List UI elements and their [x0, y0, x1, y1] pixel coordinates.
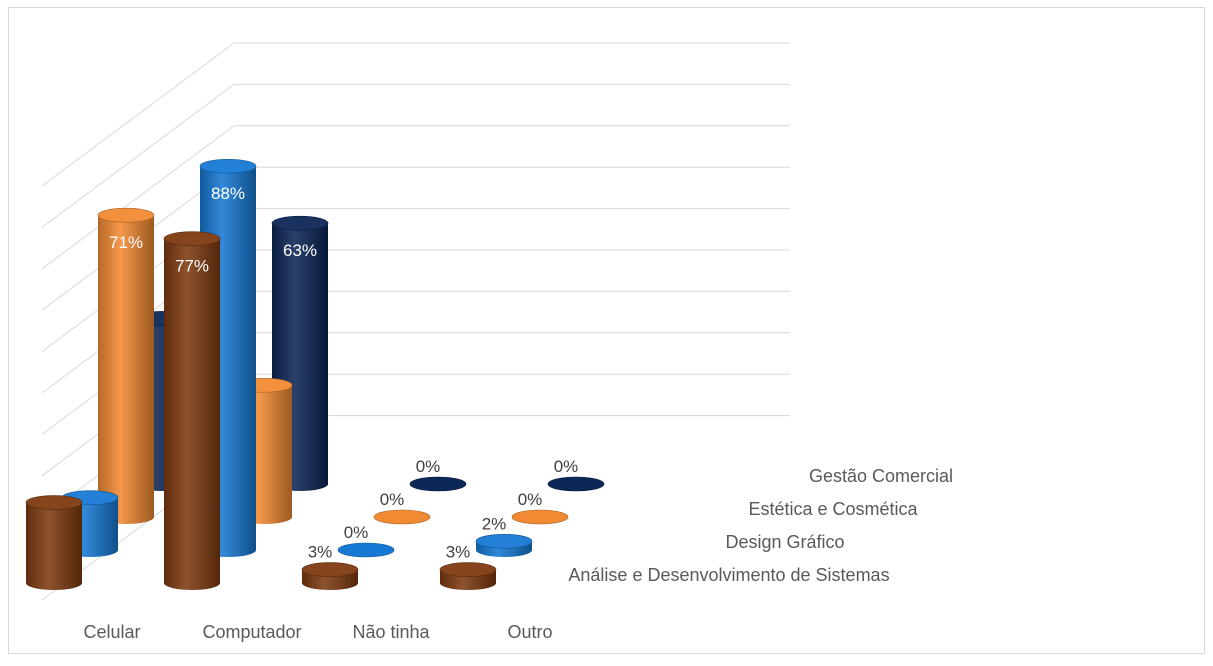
- bar-gestao-comercial-outro: [547, 476, 605, 492]
- category-labels: Celular Computador Não tinha Outro: [83, 622, 552, 642]
- bar-gestao-comercial-nao-tinha: [409, 476, 467, 492]
- bar-top: [25, 495, 83, 510]
- bar-top: [97, 207, 155, 223]
- bar-top: [475, 533, 533, 549]
- bar-analise-e-desenvolvimento-de-sistemas-celular: [25, 495, 83, 590]
- series-label: Design Gráfico: [725, 532, 844, 552]
- bar-design-grafico-outro: [475, 533, 533, 557]
- series-label: Análise e Desenvolvimento de Sistemas: [568, 565, 889, 585]
- bar-analise-e-desenvolvimento-de-sistemas-nao-tinha: [301, 562, 359, 590]
- bar-zero-disc: [373, 509, 431, 525]
- category-label: Outro: [507, 622, 552, 642]
- category-label: Não tinha: [352, 622, 430, 642]
- data-label: 0%: [518, 490, 543, 509]
- bar-top: [163, 231, 221, 247]
- series-label: Estética e Cosmética: [748, 499, 918, 519]
- bar-analise-e-desenvolvimento-de-sistemas-computador: [163, 231, 221, 591]
- data-label: 71%: [109, 233, 143, 252]
- bar-estetica-e-cosmetica-celular: [97, 207, 155, 524]
- bar-top: [301, 562, 359, 577]
- data-label: 88%: [211, 184, 245, 203]
- bar-design-grafico-nao-tinha: [337, 542, 395, 558]
- bars-layer: [25, 158, 605, 591]
- data-label: 0%: [554, 457, 579, 476]
- data-label: 3%: [446, 543, 471, 562]
- bar-top: [271, 215, 329, 231]
- bar-zero-disc: [337, 542, 395, 558]
- category-label: Computador: [202, 622, 301, 642]
- bar-estetica-e-cosmetica-outro: [511, 509, 569, 525]
- category-label: Celular: [83, 622, 140, 642]
- data-label: 0%: [380, 490, 405, 509]
- series-labels: Gestão Comercial Estética e Cosmética Desi…: [568, 466, 953, 585]
- data-labels-layer: 63% 0% 0% 71% 0% 0% 88% 0% 2% 77% 3% 3%: [109, 184, 578, 561]
- data-label: 77%: [175, 257, 209, 276]
- gridline-side: [41, 83, 235, 228]
- data-label: 0%: [416, 457, 441, 476]
- bar-top: [439, 562, 497, 577]
- bar-body: [98, 215, 154, 524]
- data-label: 63%: [283, 241, 317, 260]
- bar-estetica-e-cosmetica-nao-tinha: [373, 509, 431, 525]
- bar-body: [164, 238, 220, 591]
- bar-zero-disc: [547, 476, 605, 492]
- data-label: 0%: [344, 523, 369, 542]
- bar-body: [26, 502, 82, 590]
- bar-zero-disc: [511, 509, 569, 525]
- gridline-side: [41, 42, 235, 187]
- gridline-side: [41, 125, 235, 270]
- data-label: 3%: [308, 543, 333, 562]
- bar-top: [199, 158, 257, 174]
- series-label: Gestão Comercial: [809, 466, 953, 486]
- bar-zero-disc: [409, 476, 467, 492]
- bar-analise-e-desenvolvimento-de-sistemas-outro: [439, 562, 497, 590]
- data-label: 2%: [482, 514, 507, 533]
